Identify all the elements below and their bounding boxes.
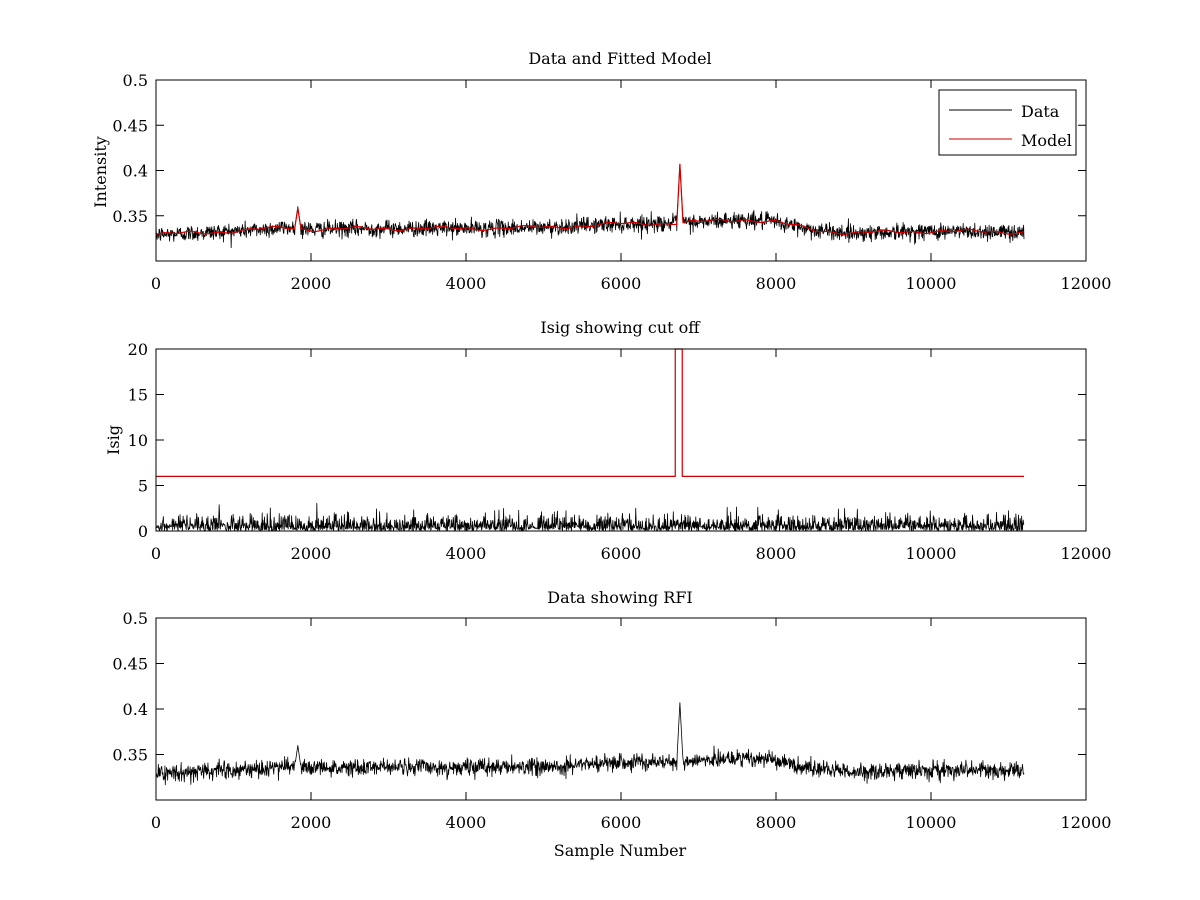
y-axis-label: Isig xyxy=(104,425,123,455)
plot-frame xyxy=(155,79,1087,262)
x-tick-label: 2000 xyxy=(291,274,332,293)
chart-title: Isig showing cut off xyxy=(540,318,701,337)
x-tick-label: 4000 xyxy=(446,274,487,293)
y-tick-label: 0 xyxy=(138,522,148,541)
y-tick-label: 5 xyxy=(138,477,148,496)
y-tick-label: 0.5 xyxy=(123,609,148,628)
panel-data-showing-rfi: Data showing RFI 0 2000 4000 6000 8000 10000 1… xyxy=(112,588,1111,860)
x-tick-label: 10000 xyxy=(906,544,957,563)
x-tick-label: 6000 xyxy=(601,274,642,293)
x-tick-label: 12000 xyxy=(1061,544,1112,563)
x-tick-label: 8000 xyxy=(756,274,797,293)
x-tick-label: 2000 xyxy=(291,813,332,832)
y-tick-label: 15 xyxy=(128,386,148,405)
y-tick-label: 0.35 xyxy=(112,746,148,765)
x-tick-label: 4000 xyxy=(446,544,487,563)
x-tick-label: 12000 xyxy=(1061,274,1112,293)
plot-frame xyxy=(155,348,1087,532)
x-tick-label: 2000 xyxy=(291,544,332,563)
x-tick-label: 6000 xyxy=(601,544,642,563)
plot-series xyxy=(155,702,1025,786)
y-tick-label: 0.5 xyxy=(123,71,148,90)
legend: Data Model xyxy=(938,89,1077,156)
panel-data-and-fitted-model: Data and Fitted Model Intensity 0 2000 400… xyxy=(91,49,1111,293)
y-tick-label: 20 xyxy=(128,340,148,359)
x-tick-label: 4000 xyxy=(446,813,487,832)
chart-title: Data and Fitted Model xyxy=(528,49,711,68)
x-tick-label: 10000 xyxy=(906,813,957,832)
x-tick-labels: 0 2000 4000 6000 8000 10000 12000 xyxy=(151,544,1112,563)
x-tick-labels: 0 2000 4000 6000 8000 10000 12000 xyxy=(151,813,1112,832)
chart-title: Data showing RFI xyxy=(547,588,692,607)
y-tick-label: 0.4 xyxy=(123,700,148,719)
series-model xyxy=(155,163,1025,236)
y-tick-label: 0.4 xyxy=(123,162,148,181)
y-axis-label: Intensity xyxy=(91,136,110,208)
series-data xyxy=(155,702,1025,786)
x-axis-label: Sample Number xyxy=(554,841,687,860)
x-tick-labels: 0 2000 4000 6000 8000 10000 12000 xyxy=(151,274,1112,293)
y-tick-label: 0.45 xyxy=(112,655,148,674)
y-tick-labels: 0.35 0.4 0.45 0.5 xyxy=(112,609,148,765)
y-tick-label: 0.35 xyxy=(112,207,148,226)
y-tick-labels: 0.35 0.4 0.45 0.5 xyxy=(112,71,148,226)
legend-label-model: Model xyxy=(1021,131,1072,150)
panel-isig-showing-cut-off: Isig showing cut off Isig 0 2000 4000 6000 8… xyxy=(104,318,1111,563)
x-tick-label: 8000 xyxy=(756,813,797,832)
x-tick-label: 0 xyxy=(151,813,161,832)
plot-frame xyxy=(155,617,1087,801)
x-tick-label: 6000 xyxy=(601,813,642,832)
y-tick-label: 0.45 xyxy=(112,116,148,135)
x-tick-label: 0 xyxy=(151,544,161,563)
x-tick-label: 8000 xyxy=(756,544,797,563)
y-tick-label: 10 xyxy=(128,431,148,450)
series-isig xyxy=(155,502,1025,532)
y-tick-labels: 0 5 10 15 20 xyxy=(128,340,148,541)
x-tick-label: 12000 xyxy=(1061,813,1112,832)
legend-box xyxy=(938,89,1077,156)
x-tick-label: 0 xyxy=(151,274,161,293)
plot-series xyxy=(155,163,1025,249)
legend-label-data: Data xyxy=(1021,102,1060,121)
x-tick-label: 10000 xyxy=(906,274,957,293)
